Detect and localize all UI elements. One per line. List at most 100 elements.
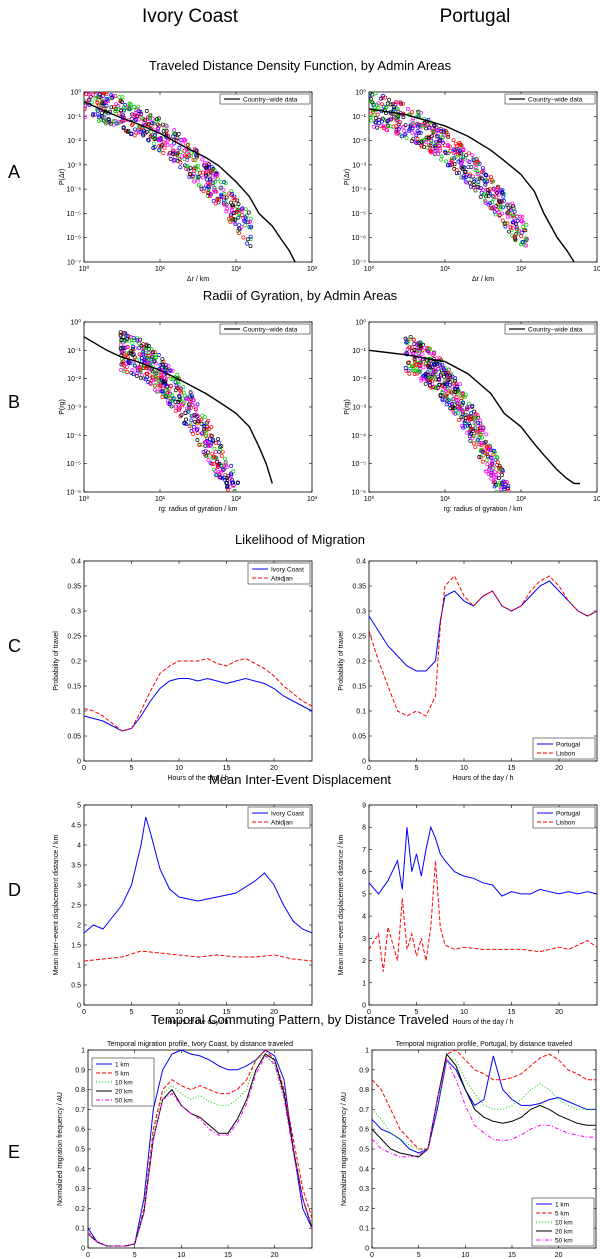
scatter-point [498, 465, 503, 470]
scatter-point [248, 216, 253, 221]
scatter-point [471, 183, 476, 187]
scatter-point [156, 118, 161, 123]
scatter-point [469, 164, 474, 169]
scatter-point [425, 370, 430, 375]
scatter-point [156, 136, 161, 141]
scatter-point [111, 104, 116, 109]
scatter-point [411, 136, 416, 141]
scatter-point [183, 411, 188, 415]
legend-label: 1 km [115, 1062, 129, 1069]
scatter-point [222, 191, 227, 196]
legend: 1 km 5 km 10 km 20 km 50 km [91, 1057, 155, 1107]
scatter-point [445, 393, 449, 398]
scatter-point [414, 140, 419, 145]
scatter-point [209, 424, 214, 429]
scatter-point [182, 400, 186, 405]
x-tick-label: 20 [555, 1009, 563, 1016]
scatter-point [402, 128, 407, 133]
scatter-point [205, 438, 210, 443]
scatter-point [403, 123, 408, 128]
scatter-point [225, 206, 229, 211]
scatter-point [146, 350, 151, 355]
x-tick-label: 10¹ [155, 496, 166, 503]
scatter-point [500, 482, 505, 487]
scatter-point [380, 96, 385, 100]
y-tick-label: 0.8 [75, 1087, 85, 1094]
scatter-point [134, 116, 139, 121]
scatter-point [514, 227, 519, 232]
scatter-point [186, 409, 191, 414]
scatter-point [412, 342, 417, 346]
scatter-point [425, 348, 430, 353]
scatter-point [491, 187, 496, 192]
y-tick-label: 10⁰ [355, 319, 366, 327]
scatter-point [453, 141, 458, 146]
scatter-point [193, 419, 198, 424]
scatter-point [192, 168, 197, 173]
scatter-point [459, 396, 464, 401]
x-tick-label: 10 [175, 1009, 183, 1016]
scatter-point [389, 117, 393, 122]
scatter-point [411, 337, 416, 342]
scatter-point [236, 202, 241, 207]
y-tick-label: 10⁻⁶ [352, 490, 366, 497]
scatter-point [208, 460, 213, 465]
scatter-point [414, 342, 419, 347]
scatter-point [414, 348, 418, 353]
y-tick-label: 0.3 [359, 1186, 369, 1193]
data-layer [369, 92, 575, 262]
scatter-point [520, 214, 525, 219]
scatter-point [438, 392, 443, 397]
scatter-point [166, 152, 171, 157]
scatter-point [156, 353, 161, 357]
scatter-point [478, 440, 483, 445]
y-tick-label: 0.3 [356, 609, 366, 616]
scatter-point [440, 140, 445, 145]
scatter-point [86, 87, 89, 90]
y-tick-label: 0.9 [75, 1067, 85, 1074]
scatter-point [185, 164, 190, 169]
scatter-point [403, 132, 408, 136]
scatter-point [460, 167, 465, 171]
scatter-point [208, 174, 213, 179]
scatter-point [240, 206, 245, 211]
scatter-point [186, 396, 191, 401]
legend-label: Abidjan [271, 820, 293, 827]
y-tick-label: 10⁻¹ [67, 348, 81, 355]
scatter-point [118, 330, 123, 335]
data-layer [369, 334, 581, 492]
x-tick-label: 5 [130, 765, 134, 772]
chart-B-portugal: 10⁰ 10¹ 10² 10 10⁻⁶ 10⁻⁵ 10⁻⁴ 10⁻³ 10⁻² 10⁻¹ 10⁰ rg… [344, 319, 600, 514]
scatter-point [485, 444, 489, 449]
scatter-point [120, 360, 125, 365]
scatter-point [491, 479, 496, 483]
scatter-point [152, 387, 157, 392]
scatter-point [219, 453, 224, 458]
scatter-point [469, 411, 474, 416]
scatter-point [180, 403, 185, 408]
scatter-point [208, 433, 213, 438]
chart-A-ivory: 10⁰ 10¹ 10² 10³ 10⁻⁷ 10⁻⁶ 10⁻⁵ 10⁻⁴ 10⁻³ 10⁻² 10⁻¹… [59, 87, 318, 284]
y-axis-label: P(rg) [344, 399, 351, 415]
scatter-point [489, 460, 494, 465]
scatter-point [471, 185, 476, 190]
scatter-point [497, 213, 502, 218]
scatter-point [228, 474, 233, 479]
scatter-point [492, 209, 497, 214]
scatter-point [152, 145, 157, 150]
scatter-point [383, 95, 388, 100]
x-tick-label: 5 [133, 1252, 137, 1259]
scatter-point [427, 148, 432, 153]
scatter-point [416, 110, 421, 115]
scatter-point [171, 396, 176, 401]
scatter-point [91, 112, 95, 117]
scatter-point [454, 382, 459, 387]
scatter-point [205, 425, 210, 429]
scatter-point [177, 394, 182, 399]
scatter-point [497, 469, 502, 474]
y-tick-label: 0 [81, 1246, 85, 1253]
legend-box [247, 562, 311, 585]
scatter-point [484, 194, 488, 199]
legend-label: Country−wide data [528, 97, 583, 104]
scatter-point [473, 165, 478, 170]
